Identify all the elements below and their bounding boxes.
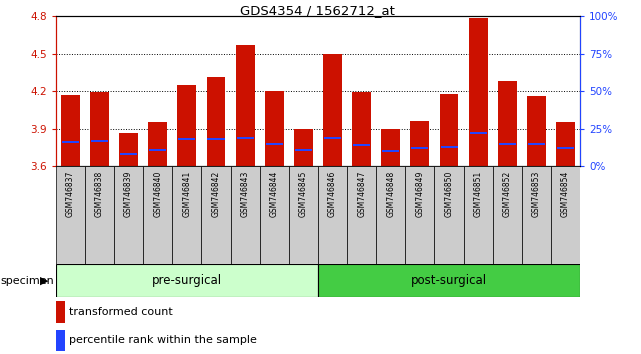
- Bar: [347, 166, 376, 264]
- Bar: [498, 81, 517, 166]
- Bar: [352, 92, 371, 166]
- Bar: [56, 301, 65, 323]
- Bar: [56, 264, 318, 297]
- Bar: [114, 166, 143, 264]
- Text: GSM746852: GSM746852: [503, 170, 512, 217]
- Bar: [143, 166, 172, 264]
- Text: GSM746853: GSM746853: [532, 170, 541, 217]
- Text: pre-surgical: pre-surgical: [152, 274, 222, 287]
- Bar: [231, 166, 260, 264]
- Text: GSM746848: GSM746848: [387, 170, 395, 217]
- Bar: [353, 144, 370, 147]
- Bar: [119, 132, 138, 166]
- Text: percentile rank within the sample: percentile rank within the sample: [69, 335, 257, 346]
- Bar: [62, 141, 79, 143]
- Text: GSM746837: GSM746837: [66, 170, 75, 217]
- Text: post-surgical: post-surgical: [411, 274, 487, 287]
- Bar: [295, 149, 312, 151]
- Bar: [91, 140, 108, 142]
- Text: GSM746840: GSM746840: [153, 170, 162, 217]
- Text: GSM746843: GSM746843: [240, 170, 249, 217]
- Bar: [382, 150, 399, 153]
- Text: GSM746846: GSM746846: [328, 170, 337, 217]
- Text: transformed count: transformed count: [69, 307, 173, 317]
- Bar: [405, 166, 435, 264]
- Text: GSM746850: GSM746850: [444, 170, 454, 217]
- Bar: [294, 129, 313, 166]
- Text: GSM746847: GSM746847: [357, 170, 366, 217]
- Bar: [178, 85, 196, 166]
- Bar: [178, 138, 196, 141]
- Bar: [61, 95, 79, 166]
- Bar: [56, 330, 65, 351]
- Bar: [493, 166, 522, 264]
- Bar: [528, 143, 545, 145]
- Bar: [149, 149, 166, 151]
- Bar: [412, 147, 428, 149]
- Text: GSM746845: GSM746845: [299, 170, 308, 217]
- Bar: [289, 166, 318, 264]
- Bar: [410, 121, 429, 166]
- Bar: [260, 166, 289, 264]
- Bar: [527, 96, 546, 166]
- Bar: [522, 166, 551, 264]
- Bar: [56, 166, 85, 264]
- Bar: [208, 138, 224, 141]
- Bar: [85, 166, 114, 264]
- Text: GSM746854: GSM746854: [561, 170, 570, 217]
- Text: GSM746849: GSM746849: [415, 170, 424, 217]
- Bar: [499, 143, 516, 145]
- Bar: [376, 166, 405, 264]
- Bar: [265, 91, 284, 166]
- Bar: [463, 166, 493, 264]
- Bar: [201, 166, 231, 264]
- Text: GSM746841: GSM746841: [182, 170, 192, 217]
- Bar: [172, 166, 201, 264]
- Bar: [557, 147, 574, 149]
- Bar: [551, 166, 580, 264]
- Bar: [120, 153, 137, 155]
- Bar: [266, 143, 283, 145]
- Bar: [440, 94, 458, 166]
- Bar: [556, 122, 575, 166]
- Bar: [236, 45, 254, 166]
- Bar: [435, 166, 463, 264]
- Text: GSM746844: GSM746844: [270, 170, 279, 217]
- Text: GSM746838: GSM746838: [95, 170, 104, 217]
- Bar: [324, 137, 341, 139]
- Bar: [148, 122, 167, 166]
- Text: GSM746851: GSM746851: [474, 170, 483, 217]
- Bar: [470, 132, 487, 135]
- Bar: [469, 18, 488, 166]
- Bar: [323, 53, 342, 166]
- Text: GDS4354 / 1562712_at: GDS4354 / 1562712_at: [240, 4, 395, 17]
- Text: specimen: specimen: [1, 275, 54, 286]
- Bar: [206, 78, 226, 166]
- Bar: [318, 166, 347, 264]
- Bar: [237, 137, 254, 139]
- Bar: [381, 129, 400, 166]
- Text: GSM746842: GSM746842: [212, 170, 221, 217]
- Bar: [90, 92, 109, 166]
- Text: ▶: ▶: [40, 275, 49, 286]
- Bar: [440, 146, 458, 148]
- Text: GSM746839: GSM746839: [124, 170, 133, 217]
- Bar: [318, 264, 580, 297]
